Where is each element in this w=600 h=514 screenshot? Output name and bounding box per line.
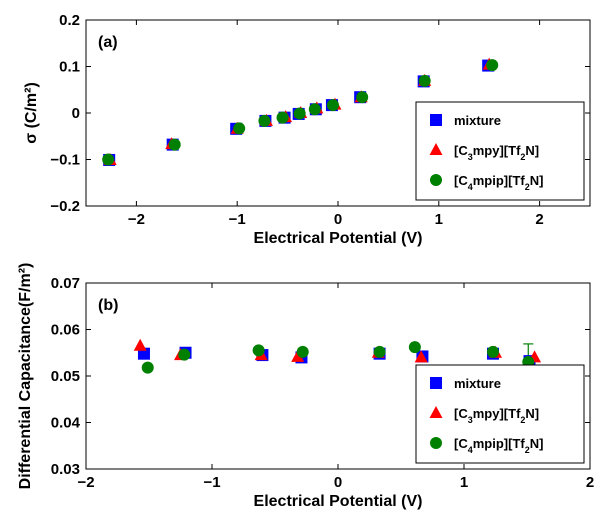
data-point — [233, 122, 246, 135]
legend-box — [415, 364, 585, 464]
data-point — [486, 59, 499, 72]
legend: mixture [C3mpy][Tf2N] [C4mpip][Tf2N] — [415, 101, 585, 201]
legend-label: mixture — [454, 113, 501, 128]
x-tick-label: 2 — [535, 211, 543, 228]
x-tick-label: 0 — [334, 474, 342, 491]
data-point — [293, 107, 306, 120]
data-point — [276, 111, 289, 124]
x-tick-label: −2 — [128, 211, 145, 228]
y-tick-label: 0.2 — [59, 12, 80, 29]
data-point — [408, 341, 421, 354]
legend-label: [C4mpip][Tf2N] — [454, 436, 543, 455]
data-point — [258, 114, 271, 127]
y-tick-label: 0.07 — [51, 275, 80, 292]
chart-panel-b: −2 −1 0 1 2 0.03 0.04 0.05 0.06 0.07 Electrical Po… — [17, 263, 594, 510]
legend-label: [C4mpip][Tf2N] — [454, 173, 543, 192]
legend-marker — [430, 114, 442, 126]
legend-label: [C3mpy][Tf2N] — [454, 143, 539, 162]
data-point — [168, 138, 181, 151]
legend: mixture [C3mpy][Tf2N] [C4mpip][Tf2N] — [415, 364, 585, 464]
data-point — [418, 74, 431, 87]
legend-label: [C3mpy][Tf2N] — [454, 406, 539, 425]
y-tick-label: 0.05 — [51, 368, 80, 385]
x-axis-label: Electrical Potential (V) — [254, 493, 423, 510]
y-axis-label: σ (C/m²) — [23, 82, 40, 144]
data-point — [141, 361, 154, 374]
data-point — [133, 338, 147, 351]
data-point — [178, 348, 191, 361]
panel-label: (b) — [98, 297, 118, 314]
legend-marker — [429, 406, 443, 418]
chart-panel-a: −2 −1 0 1 2 −0.2 −0.1 0 0.1 0.2 Electrical Potenti… — [23, 12, 591, 247]
y-tick-label: −0.2 — [50, 198, 80, 215]
y-tick-label: −0.1 — [50, 152, 80, 169]
data-point — [356, 91, 369, 104]
data-point — [326, 99, 339, 112]
legend-marker — [430, 174, 442, 186]
data-point — [102, 153, 115, 166]
data-point — [486, 345, 499, 358]
data-point — [414, 350, 428, 363]
legend-marker — [430, 377, 442, 389]
data-point — [373, 345, 386, 358]
x-tick-label: −1 — [203, 474, 220, 491]
legend-marker — [430, 437, 442, 449]
data-point — [296, 345, 309, 358]
series-c4mpip — [102, 59, 499, 166]
data-point — [308, 103, 321, 116]
x-tick-label: 2 — [586, 474, 594, 491]
x-tick-label: −1 — [229, 211, 246, 228]
x-tick-label: 1 — [435, 211, 443, 228]
x-tick-label: 0 — [334, 211, 342, 228]
y-tick-label: 0.04 — [51, 415, 81, 432]
y-axis-label: Differential Capacitance(F/m²) — [17, 263, 34, 490]
x-axis-label: Electrical Potential (V) — [254, 230, 423, 247]
data-point — [291, 349, 305, 362]
y-tick-label: 0.1 — [59, 59, 80, 76]
x-tick-label: −2 — [77, 474, 94, 491]
x-tick-label: 1 — [460, 474, 468, 491]
legend-label: mixture — [454, 376, 501, 391]
legend-marker — [429, 143, 443, 155]
legend-box — [415, 101, 585, 201]
series-c3mpy — [133, 338, 542, 363]
data-point — [252, 344, 265, 357]
panel-label: (a) — [98, 34, 118, 51]
series-mixture — [137, 346, 536, 368]
y-tick-label: 0.03 — [51, 461, 80, 478]
y-tick-label: 0.06 — [51, 322, 80, 339]
y-tick-label: 0 — [72, 105, 80, 122]
